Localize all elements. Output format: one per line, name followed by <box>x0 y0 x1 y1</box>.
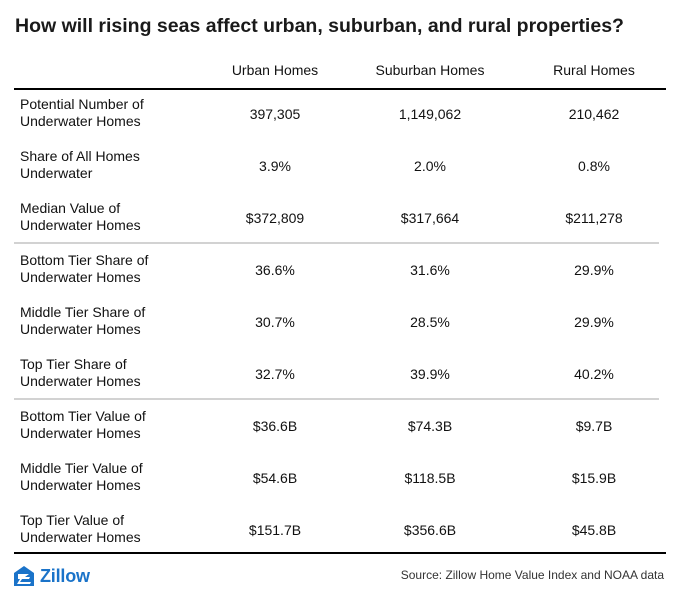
zillow-logo: Zillow <box>13 565 90 587</box>
group-divider-1 <box>14 242 659 244</box>
group-divider-2 <box>14 398 659 400</box>
table-row: Middle Tier Share of Underwater Homes 30.… <box>14 298 666 350</box>
table-row: Bottom Tier Value of Underwater Homes $36… <box>14 402 666 454</box>
row-label: Middle Tier Value of Underwater Homes <box>20 460 143 493</box>
row-label: Potential Number of Underwater Homes <box>20 96 144 129</box>
row-label: Bottom Tier Value of Underwater Homes <box>20 408 146 441</box>
cell-suburban: $74.3B <box>407 418 453 434</box>
table-row: Share of All Homes Underwater 3.9% 2.0% 0.8… <box>14 142 666 194</box>
table-row: Median Value of Underwater Homes $372,809… <box>14 194 666 246</box>
table-row: Middle Tier Value of Underwater Homes $54… <box>14 454 666 506</box>
column-header-rural: Rural Homes <box>553 62 635 78</box>
row-label: Top Tier Value of Underwater Homes <box>20 512 141 545</box>
cell-rural: $9.7B <box>575 418 613 434</box>
table-row: Bottom Tier Share of Underwater Homes 36.… <box>14 246 666 298</box>
cell-urban: $151.7B <box>248 522 302 538</box>
cell-rural: 0.8% <box>578 158 610 174</box>
logo-text: Zillow <box>40 565 90 586</box>
cell-suburban: $118.5B <box>404 470 456 486</box>
cell-rural: $211,278 <box>565 210 623 226</box>
row-label: Median Value of Underwater Homes <box>20 200 141 233</box>
source-note: Source: Zillow Home Value Index and NOAA… <box>400 568 664 582</box>
cell-rural: 29.9% <box>574 262 614 278</box>
cell-rural: 210,462 <box>568 106 620 122</box>
cell-rural: $45.8B <box>571 522 617 538</box>
cell-urban: 397,305 <box>249 106 301 122</box>
cell-suburban: 28.5% <box>410 314 450 330</box>
cell-urban: $36.6B <box>252 418 298 434</box>
cell-suburban: $317,664 <box>400 210 460 226</box>
cell-rural: $15.9B <box>571 470 617 486</box>
footer-rule <box>14 552 666 554</box>
cell-urban: 32.7% <box>255 366 295 382</box>
table-row: Potential Number of Underwater Homes 397,… <box>14 90 666 142</box>
table-row: Top Tier Value of Underwater Homes $151.7… <box>14 506 666 558</box>
cell-suburban: 2.0% <box>414 158 446 174</box>
table-header: Urban Homes Suburban Homes Rural Homes <box>14 54 666 88</box>
column-header-urban: Urban Homes <box>231 62 319 78</box>
row-label: Middle Tier Share of Underwater Homes <box>20 304 146 337</box>
cell-suburban: 1,149,062 <box>398 106 462 122</box>
cell-rural: 40.2% <box>574 366 614 382</box>
cell-suburban: $356.6B <box>403 522 457 538</box>
cell-urban: 36.6% <box>255 262 295 278</box>
row-label: Bottom Tier Share of Underwater Homes <box>20 252 149 285</box>
cell-urban: $372,809 <box>245 210 305 226</box>
cell-suburban: 39.9% <box>410 366 450 382</box>
table-row: Top Tier Share of Underwater Homes 32.7% 3… <box>14 350 666 402</box>
cell-rural: 29.9% <box>574 314 614 330</box>
column-header-suburban: Suburban Homes <box>375 62 485 78</box>
zillow-logo-icon <box>14 566 34 586</box>
chart-title: How will rising seas affect urban, subur… <box>15 15 624 37</box>
cell-urban: 3.9% <box>259 158 291 174</box>
row-label: Share of All Homes Underwater <box>20 148 140 181</box>
cell-urban: 30.7% <box>255 314 295 330</box>
row-label: Top Tier Share of Underwater Homes <box>20 356 141 389</box>
cell-suburban: 31.6% <box>410 262 450 278</box>
cell-urban: $54.6B <box>252 470 298 486</box>
header-rule <box>14 88 666 90</box>
